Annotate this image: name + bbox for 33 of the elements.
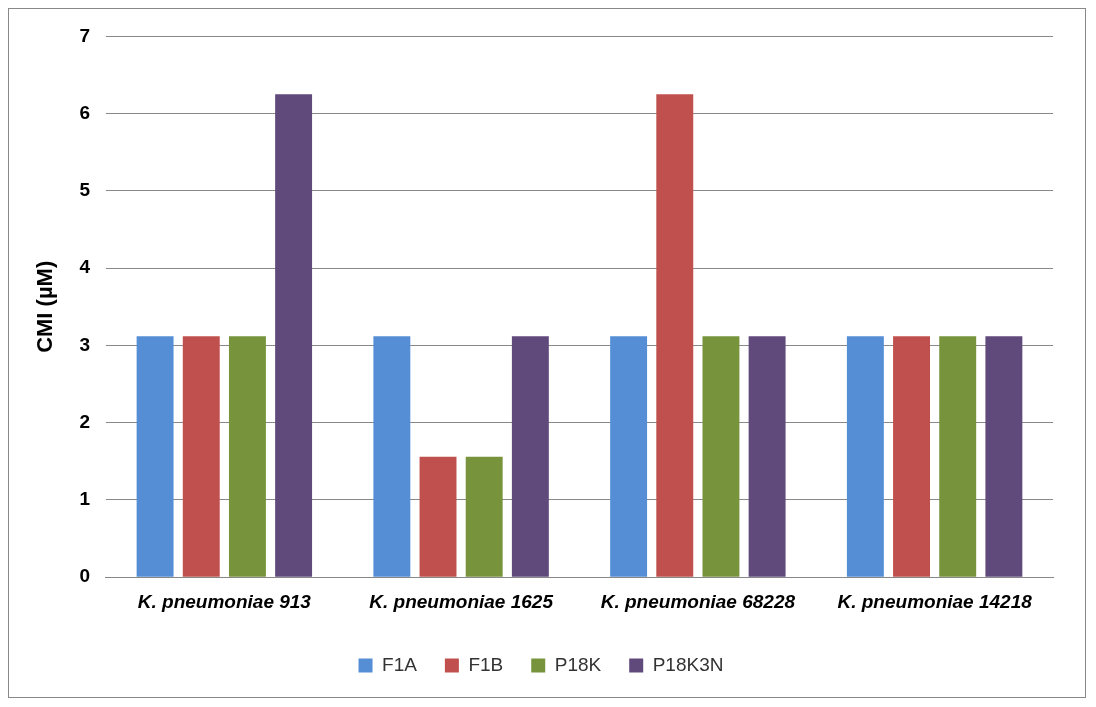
- bar: [373, 336, 411, 577]
- legend-label: F1B: [468, 653, 504, 675]
- bar: [846, 336, 884, 577]
- y-tick-label: 5: [79, 179, 91, 201]
- bar: [228, 336, 266, 577]
- y-axis-title: CMI (µM): [32, 260, 58, 353]
- bar: [136, 336, 174, 577]
- bar: [610, 336, 648, 577]
- legend-label: F1A: [382, 653, 418, 675]
- bar: [419, 456, 457, 577]
- x-tick-label: K. pneumoniae 68228: [600, 590, 796, 612]
- y-tick-label: 2: [79, 410, 90, 432]
- y-tick-label: 3: [79, 333, 90, 355]
- legend-label: P18K: [554, 653, 602, 675]
- bar: [939, 336, 977, 577]
- y-tick-label: 0: [79, 565, 90, 587]
- bar: [182, 336, 220, 577]
- y-tick-label: 4: [79, 256, 91, 278]
- bar: [748, 336, 786, 577]
- bar: [702, 336, 740, 577]
- x-tick-label: K. pneumoniae 913: [137, 590, 312, 612]
- legend-label: P18K3N: [652, 653, 724, 675]
- y-tick-label: 7: [79, 24, 90, 46]
- bar: [656, 94, 694, 577]
- x-tick-label: K. pneumoniae 1625: [369, 590, 554, 612]
- bar: [893, 336, 930, 577]
- bar: [511, 336, 549, 577]
- bar: [275, 94, 313, 577]
- y-tick-label: 1: [79, 488, 91, 510]
- y-tick-label: 6: [79, 101, 90, 123]
- bar: [465, 456, 503, 577]
- bar: [985, 336, 1023, 577]
- x-tick-label: K. pneumoniae 14218: [837, 590, 1033, 612]
